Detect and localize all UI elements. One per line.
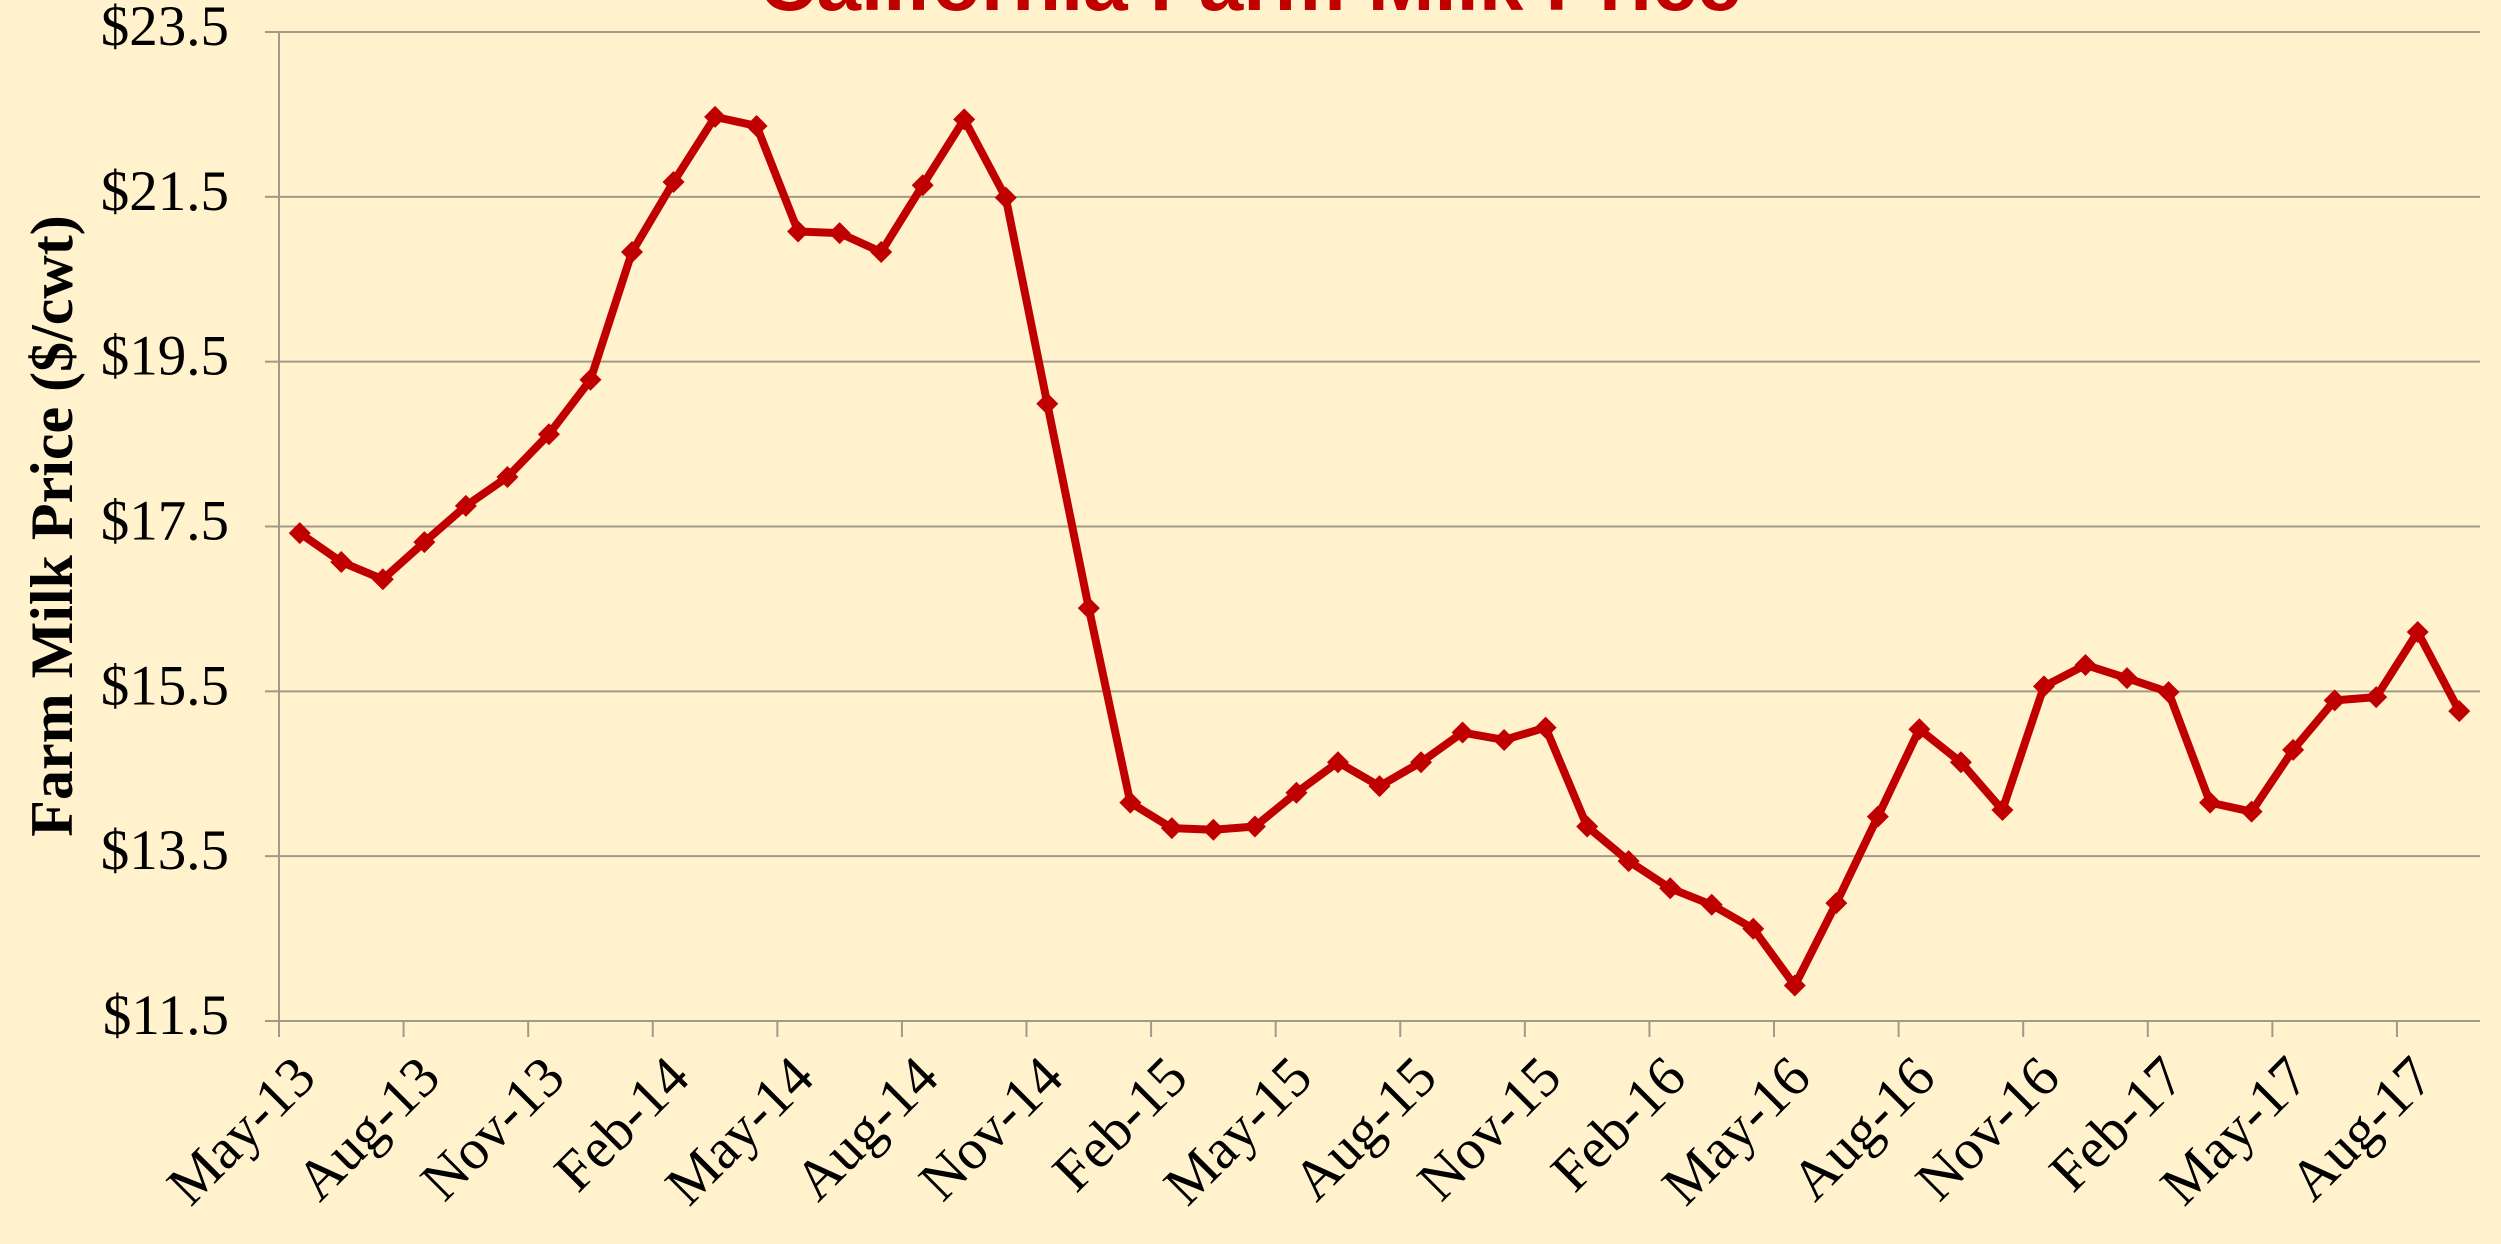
marker bbox=[2199, 791, 2222, 814]
marker bbox=[1659, 877, 1682, 900]
marker bbox=[1451, 721, 1474, 744]
marker bbox=[1285, 781, 1308, 804]
marker bbox=[911, 174, 934, 197]
marker bbox=[2282, 738, 2305, 761]
marker bbox=[579, 368, 602, 391]
marker bbox=[662, 170, 685, 193]
marker bbox=[2157, 681, 2180, 704]
marker bbox=[1493, 728, 1516, 751]
marker bbox=[371, 568, 394, 591]
marker bbox=[745, 114, 768, 137]
marker bbox=[2365, 686, 2388, 709]
marker bbox=[2074, 653, 2097, 676]
marker bbox=[537, 423, 560, 446]
marker bbox=[2448, 700, 2471, 723]
marker bbox=[288, 522, 311, 545]
marker bbox=[1700, 893, 1723, 916]
y-tick-label: $11.5 bbox=[103, 984, 229, 1047]
marker bbox=[1991, 799, 2014, 822]
marker bbox=[330, 550, 353, 573]
marker bbox=[2240, 800, 2263, 823]
marker bbox=[787, 220, 810, 243]
marker bbox=[454, 494, 477, 517]
marker bbox=[1243, 815, 1266, 838]
marker bbox=[953, 108, 976, 131]
marker bbox=[413, 531, 436, 554]
y-tick-label: $23.5 bbox=[101, 0, 229, 58]
marker bbox=[1825, 892, 1848, 915]
marker bbox=[1160, 817, 1183, 840]
marker bbox=[1949, 751, 1972, 774]
y-tick-label: $17.5 bbox=[101, 490, 229, 553]
marker bbox=[2406, 620, 2429, 643]
y-axis-label: Farm Milk Price ($/cwt) bbox=[19, 215, 85, 836]
marker bbox=[1119, 791, 1142, 814]
marker bbox=[620, 241, 643, 264]
marker bbox=[1783, 974, 1806, 997]
marker bbox=[704, 105, 727, 128]
marker bbox=[2323, 689, 2346, 712]
marker bbox=[1036, 392, 1059, 415]
y-tick-label: $19.5 bbox=[101, 325, 229, 388]
marker bbox=[1742, 917, 1765, 940]
marker bbox=[1617, 850, 1640, 873]
marker bbox=[1077, 597, 1100, 620]
marker bbox=[870, 241, 893, 264]
chart-title: California Farm Milk Price bbox=[759, 0, 1742, 27]
marker bbox=[1326, 751, 1349, 774]
y-tick-label: $21.5 bbox=[101, 160, 229, 223]
marker bbox=[496, 466, 519, 489]
marker bbox=[1534, 716, 1557, 739]
marker bbox=[1908, 718, 1931, 741]
y-tick-label: $15.5 bbox=[101, 654, 229, 717]
marker bbox=[1866, 805, 1889, 828]
marker bbox=[2032, 675, 2055, 698]
marker bbox=[2116, 667, 2139, 690]
marker bbox=[1368, 775, 1391, 798]
y-tick-label: $13.5 bbox=[101, 819, 229, 882]
marker bbox=[994, 186, 1017, 209]
marker bbox=[1410, 751, 1433, 774]
marker bbox=[1576, 815, 1599, 838]
marker bbox=[828, 222, 851, 245]
marker bbox=[1202, 818, 1225, 841]
